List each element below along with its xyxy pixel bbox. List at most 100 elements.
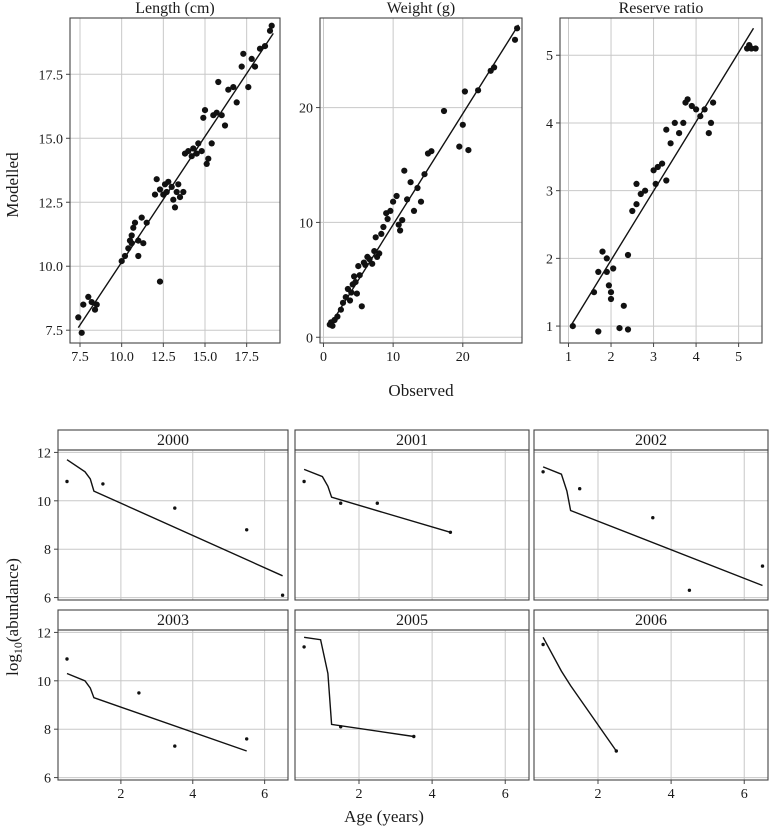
- data-point: [339, 299, 347, 306]
- data-point: [663, 177, 670, 184]
- data-point: [650, 167, 657, 174]
- y-tick-label: 12.5: [39, 196, 64, 211]
- panel-5: 2001: [294, 429, 530, 601]
- x-tick-label: 6: [502, 787, 509, 802]
- data-point: [667, 140, 674, 147]
- model-line: [542, 466, 763, 587]
- panel-data: [65, 657, 249, 752]
- data-point: [378, 230, 385, 237]
- data-point: [88, 299, 95, 306]
- panel-frame: [294, 449, 530, 601]
- data-point: [752, 45, 759, 52]
- data-point: [372, 234, 379, 241]
- panel-6: 2002: [533, 429, 769, 601]
- data-point: [302, 479, 306, 484]
- panel-3: Reserve ratio 1 2 3 4 5 1 2 3 4 5: [546, 0, 763, 365]
- x-tick-label: 4: [668, 787, 675, 802]
- data-point: [380, 223, 387, 231]
- data-point: [334, 313, 341, 320]
- data-point: [459, 121, 466, 128]
- data-point: [128, 240, 135, 247]
- data-point: [65, 657, 69, 661]
- data-point: [395, 221, 402, 228]
- data-point: [221, 122, 229, 129]
- data-point: [337, 306, 344, 313]
- data-point: [663, 126, 670, 133]
- panel-2: Weight (g) 0 10 20 0 10 20: [299, 0, 523, 365]
- panel-data: [541, 636, 618, 753]
- data-point: [407, 179, 414, 186]
- data-point: [346, 297, 354, 304]
- data-point: [165, 178, 172, 185]
- data-point: [399, 217, 406, 224]
- panel-frame: [319, 17, 523, 344]
- data-point: [218, 112, 225, 119]
- data-point: [401, 167, 408, 174]
- data-point: [603, 255, 610, 262]
- data-point: [428, 148, 435, 155]
- data-point: [710, 99, 717, 106]
- data-point: [384, 215, 391, 223]
- data-point: [412, 734, 416, 739]
- data-point: [410, 207, 418, 214]
- data-point: [329, 322, 336, 329]
- data-point: [173, 744, 177, 748]
- x-tick-label: 5: [735, 350, 742, 365]
- data-point: [171, 204, 179, 211]
- data-point: [629, 207, 636, 215]
- data-point: [697, 113, 704, 120]
- data-point: [356, 272, 363, 279]
- panel-frame: [294, 629, 530, 781]
- data-point: [130, 224, 137, 231]
- data-point: [185, 148, 192, 155]
- data-point: [707, 119, 715, 126]
- data-point: [456, 143, 463, 150]
- x-tick-label: 10: [386, 350, 400, 365]
- data-point: [590, 289, 598, 296]
- data-point: [633, 201, 640, 208]
- data-point: [190, 145, 197, 152]
- y-tick-label: 20: [299, 102, 313, 117]
- data-point: [261, 43, 269, 50]
- data-point: [215, 78, 222, 86]
- data-point: [248, 55, 255, 63]
- data-point: [705, 130, 712, 137]
- panel-title: 2002: [635, 432, 667, 449]
- data-point: [448, 530, 453, 534]
- data-point: [371, 248, 378, 255]
- data-point: [266, 27, 274, 34]
- data-point: [175, 181, 182, 188]
- data-point: [156, 278, 164, 285]
- panel-9: 2006 2 4 6: [533, 609, 769, 802]
- data-point: [620, 302, 627, 309]
- data-point: [637, 190, 644, 198]
- data-point: [652, 180, 659, 187]
- y-tick-label: 3: [546, 185, 553, 200]
- y-tick-label: 8: [44, 543, 51, 558]
- x-tick-label: 12.5: [151, 350, 176, 365]
- data-point: [633, 180, 640, 187]
- data-point: [387, 207, 394, 214]
- data-point: [659, 160, 666, 167]
- data-point: [173, 506, 177, 510]
- data-point: [654, 163, 661, 171]
- y-tick-label: 10: [37, 675, 51, 690]
- panel-title: 2006: [635, 612, 667, 629]
- x-tick-label: 2: [117, 787, 124, 802]
- top-x-axis-label: Observed: [388, 381, 454, 400]
- data-point: [138, 214, 145, 221]
- data-point: [684, 96, 691, 103]
- data-point: [465, 147, 472, 154]
- x-tick-label: 6: [261, 787, 268, 802]
- x-tick-label: 2: [594, 787, 601, 802]
- y-tick-label: 4: [546, 117, 553, 132]
- data-point: [131, 219, 139, 226]
- data-point: [75, 314, 82, 321]
- x-tick-label: 2: [355, 787, 362, 802]
- data-point: [156, 186, 164, 193]
- data-point: [280, 593, 285, 597]
- data-point: [245, 528, 249, 532]
- data-point: [195, 140, 202, 147]
- x-tick-label: 6: [741, 787, 748, 802]
- y-tick-label: 1: [546, 320, 553, 335]
